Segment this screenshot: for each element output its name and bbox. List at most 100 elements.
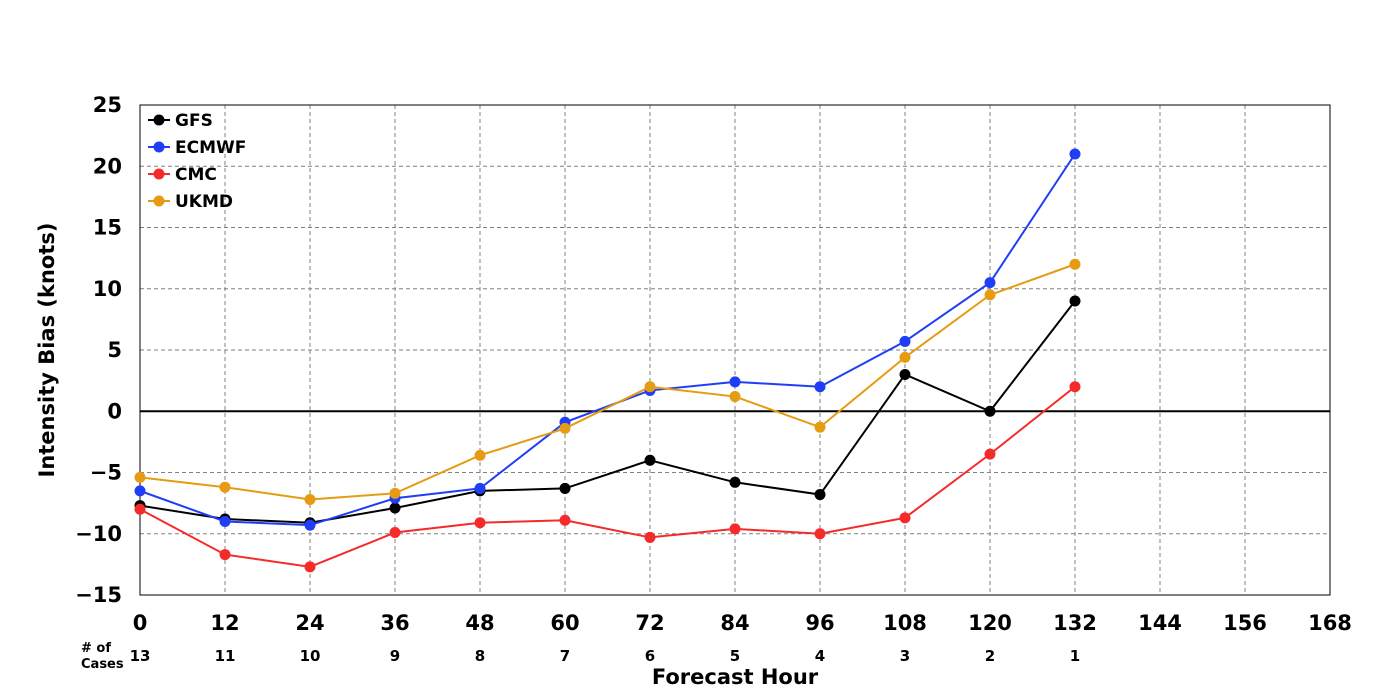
cases-title-line1: # of	[81, 641, 111, 656]
cases-title-line2: Cases	[81, 657, 124, 672]
x-tick-label: 108	[883, 611, 927, 635]
legend-label: CMC	[175, 165, 217, 185]
data-point	[389, 527, 401, 539]
legend: GFS ECMWF CMC UKMD	[148, 111, 246, 212]
legend-label: UKMD	[175, 192, 233, 212]
x-tick-label: 36	[380, 611, 409, 635]
x-tick-label: 0	[133, 611, 148, 635]
data-point	[134, 485, 146, 497]
case-count-label: 9	[390, 647, 400, 665]
x-tick-label: 132	[1053, 611, 1097, 635]
legend-item: UKMD	[148, 192, 233, 212]
data-point	[559, 514, 571, 526]
data-point	[474, 517, 486, 529]
y-tick-label: 5	[107, 338, 122, 362]
cases-row: # of Cases 13 11 10 9 8 7 6 5 4 3 2 1	[81, 641, 1080, 672]
data-point	[729, 523, 741, 535]
x-tick-label: 12	[210, 611, 239, 635]
x-tick-label: 48	[465, 611, 494, 635]
data-point	[984, 289, 996, 301]
y-tick-label: 15	[93, 216, 122, 240]
legend-item: GFS	[148, 111, 213, 131]
data-point	[219, 549, 231, 561]
case-count-label: 1	[1070, 647, 1080, 665]
data-point	[304, 493, 316, 505]
data-point	[644, 381, 656, 393]
data-point	[899, 335, 911, 347]
case-count-label: 10	[300, 647, 321, 665]
data-point	[729, 376, 741, 388]
data-point	[389, 487, 401, 499]
x-tick-label: 72	[635, 611, 664, 635]
y-tick-label: −15	[75, 583, 122, 607]
data-point	[729, 391, 741, 403]
data-point	[219, 516, 231, 527]
data-point	[1069, 295, 1081, 307]
data-point	[474, 449, 486, 461]
data-point	[1069, 381, 1081, 393]
data-point	[389, 502, 401, 514]
legend-marker	[153, 114, 165, 126]
y-tick-label: 25	[93, 93, 122, 117]
data-point	[134, 503, 146, 515]
plot-frame	[139, 104, 1331, 596]
data-point	[219, 481, 231, 493]
series-line	[139, 385, 1076, 568]
legend-label: ECMWF	[175, 138, 246, 158]
data-point	[729, 476, 741, 488]
data-point	[644, 531, 656, 543]
data-point	[899, 351, 911, 363]
x-tick-labels: 0 12 24 36 48 60 72 84 96 108 120 132 144 156 168	[133, 611, 1352, 635]
y-tick-label: 0	[107, 399, 122, 423]
x-tick-label: 96	[805, 611, 834, 635]
y-tick-label: −10	[75, 522, 122, 546]
x-axis-title: Forecast Hour	[652, 665, 819, 689]
data-point	[304, 561, 316, 573]
x-tick-label: 60	[550, 611, 579, 635]
data-point	[1069, 258, 1081, 270]
data-point	[134, 471, 146, 483]
case-count-label: 5	[730, 647, 740, 665]
series-cmc	[134, 381, 1081, 573]
legend-item: ECMWF	[148, 138, 246, 158]
series-line	[139, 153, 1076, 527]
legend-marker	[153, 141, 165, 153]
x-tick-label: 84	[720, 611, 749, 635]
x-tick-label: 24	[295, 611, 324, 635]
data-point	[984, 405, 996, 417]
legend-label: GFS	[175, 111, 213, 131]
x-tick-label: 144	[1138, 611, 1182, 635]
y-tick-label: −5	[90, 461, 122, 485]
data-point	[814, 421, 826, 433]
case-count-label: 13	[130, 647, 151, 665]
y-tick-labels: 25 20 15 10 5 0 −5 −10 −15	[75, 93, 122, 607]
legend-marker	[153, 168, 165, 180]
y-axis-title: Intensity Bias (knots)	[35, 223, 59, 478]
x-tick-label: 168	[1308, 611, 1352, 635]
data-point	[899, 369, 911, 380]
case-count-label: 7	[560, 647, 570, 665]
series-line	[139, 263, 1076, 501]
legend-marker	[153, 195, 165, 207]
series-line	[139, 300, 1076, 524]
x-tick-label: 120	[968, 611, 1012, 635]
y-tick-label: 20	[93, 154, 122, 178]
data-point	[474, 482, 486, 494]
legend-item: CMC	[148, 165, 217, 185]
case-count-label: 4	[815, 647, 825, 665]
case-count-label: 6	[645, 647, 655, 665]
data-point	[814, 489, 826, 501]
data-point	[814, 381, 826, 393]
data-point	[304, 519, 316, 531]
data-point	[984, 448, 996, 460]
case-count-label: 3	[900, 647, 910, 665]
data-point	[814, 528, 826, 540]
data-point	[559, 422, 571, 434]
series-ukmd	[134, 258, 1081, 505]
data-point	[899, 512, 911, 524]
x-tick-label: 156	[1223, 611, 1267, 635]
data-point	[984, 277, 996, 289]
data-point	[559, 482, 571, 494]
case-count-label: 11	[215, 647, 236, 665]
